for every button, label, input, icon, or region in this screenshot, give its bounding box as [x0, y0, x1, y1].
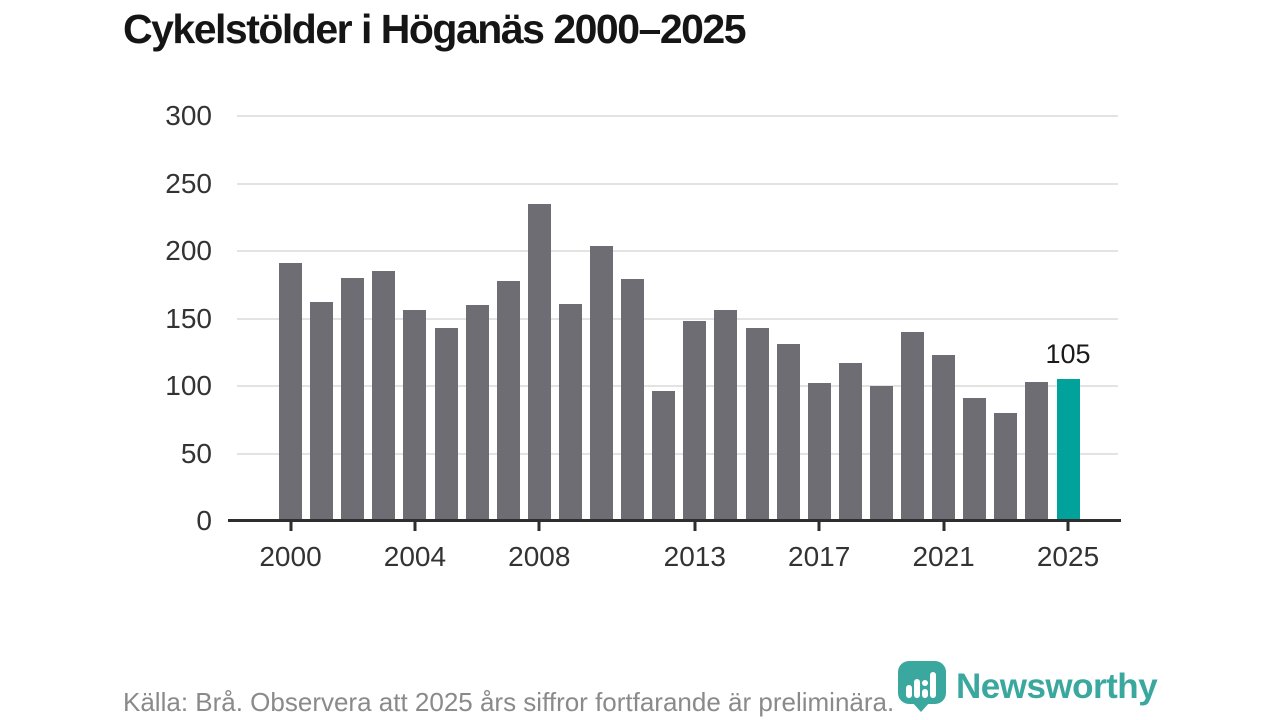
x-axis-label-2008: 2008: [508, 541, 571, 572]
x-tick-2000: [289, 522, 292, 531]
y-axis-label-300: 300: [165, 100, 212, 131]
y-axis-label-50: 50: [180, 437, 212, 469]
gridline-50: [237, 452, 1118, 455]
y-axis-label-150: 150: [165, 302, 212, 334]
y-axis-label-0: 0: [196, 505, 212, 536]
bar-value-label: 105: [1045, 339, 1091, 370]
x-axis-label-2025: 2025: [1036, 541, 1100, 572]
bar-2019: [869, 386, 893, 521]
bar-2008: [527, 204, 551, 521]
bar-2000: [279, 263, 302, 521]
bar-2001: [310, 302, 334, 521]
x-axis-line: [228, 519, 1121, 522]
x-tick-2013: [693, 522, 697, 531]
x-axis-label-2021: 2021: [912, 541, 975, 572]
bar-2011: [621, 279, 645, 521]
bar-2013: [683, 321, 707, 521]
x-axis-label-2000: 2000: [259, 541, 322, 572]
bar-2023: [994, 413, 1018, 521]
bar-2025: [1056, 379, 1080, 521]
x-axis-label-2017: 2017: [788, 541, 851, 572]
newsworthy-bubble-bar-chart-icon: [898, 661, 946, 712]
bar-2006: [465, 305, 489, 521]
chart-title: Cykelstölder i Höganäs 2000–2025: [123, 6, 747, 52]
bar-2010: [590, 246, 613, 521]
x-axis-label-2004: 2004: [383, 541, 447, 572]
y-axis-label-100: 100: [165, 370, 212, 401]
bar-2003: [372, 271, 396, 521]
bar-2017: [807, 383, 831, 521]
bar-2012: [652, 391, 676, 521]
newsworthy-wordmark: Newsworthy: [956, 667, 1158, 706]
gridline-200: [237, 250, 1118, 252]
bar-2004: [403, 310, 427, 521]
y-axis-label-200: 200: [165, 235, 212, 266]
x-tick-2017: [817, 522, 821, 531]
gridline-300: [237, 115, 1118, 117]
bar-2007: [496, 281, 520, 521]
gridline-250: [237, 182, 1118, 185]
x-tick-2004: [413, 522, 417, 531]
y-axis-label-250: 250: [165, 167, 212, 199]
newsworthy-logo: Newsworthy: [897, 660, 1158, 712]
bar-2016: [776, 344, 800, 521]
bar-2009: [558, 304, 582, 521]
bar-2005: [434, 328, 458, 521]
x-tick-2021: [942, 522, 946, 531]
bar-2022: [963, 398, 987, 521]
gridline-100: [237, 385, 1118, 387]
bar-2014: [714, 310, 738, 521]
bar-2002: [341, 278, 365, 521]
gridline-150: [237, 317, 1118, 320]
bar-2020: [901, 332, 924, 521]
source-note: Källa: Brå. Observera att 2025 års siffr…: [123, 687, 895, 717]
x-axis-label-2013: 2013: [663, 541, 726, 572]
bar-2024: [1025, 382, 1049, 521]
bar-2018: [838, 363, 862, 521]
bar-2021: [932, 355, 956, 521]
bar-2015: [745, 328, 769, 521]
x-tick-2008: [537, 522, 541, 531]
plot-area: 105: [237, 115, 1118, 521]
x-tick-2025: [1066, 522, 1070, 531]
